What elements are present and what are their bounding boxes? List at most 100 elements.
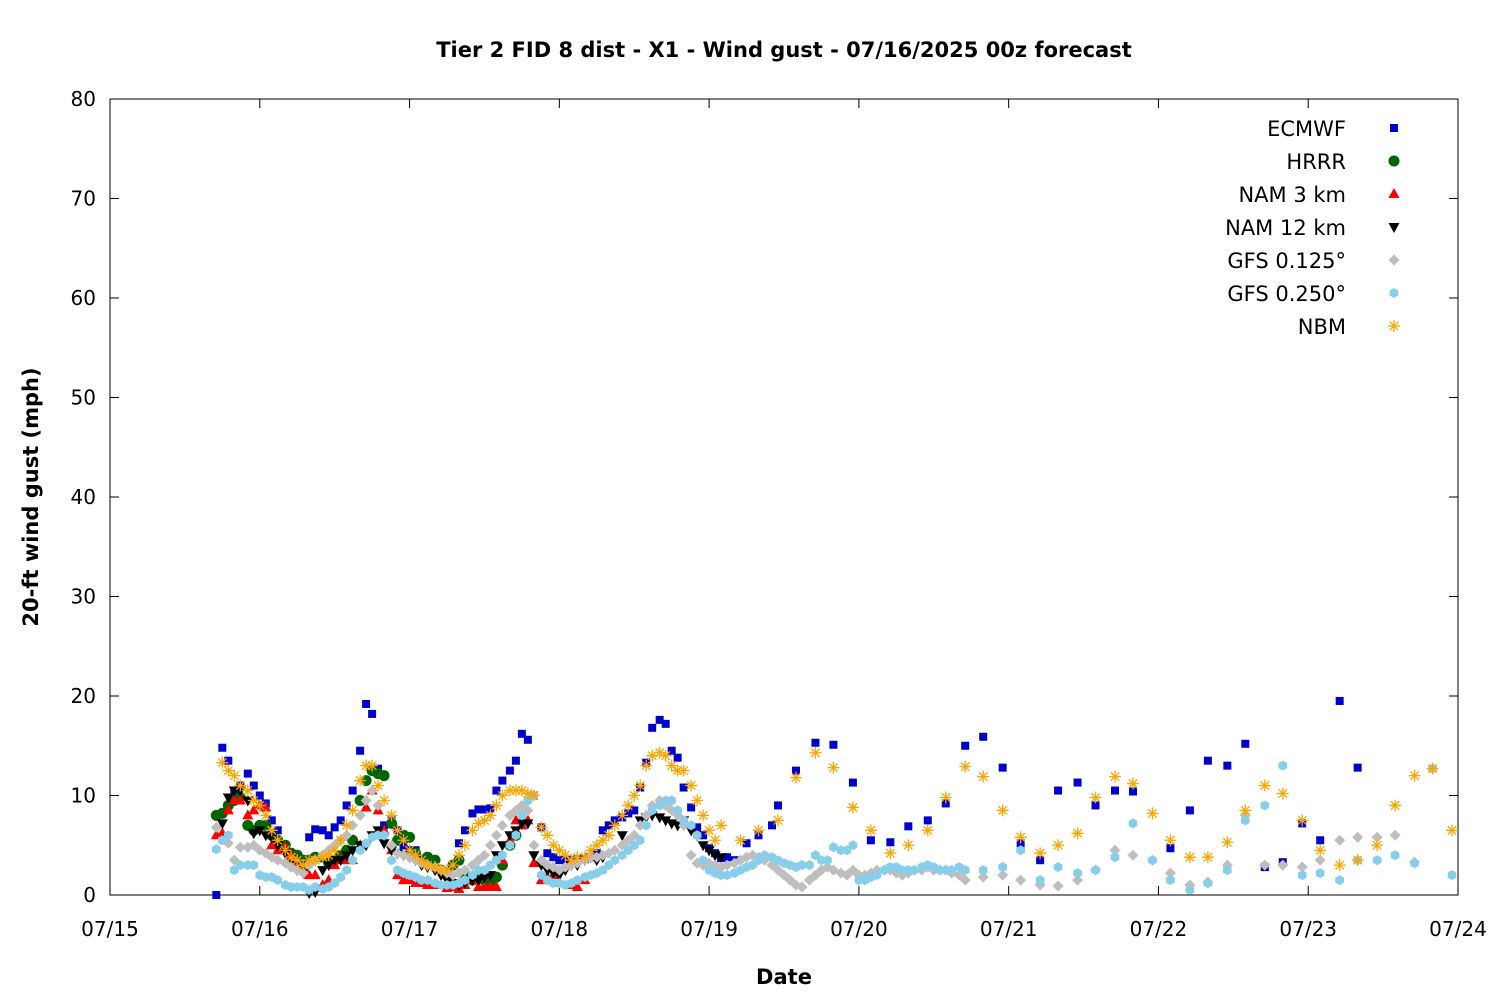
x-axis-title: Date bbox=[756, 965, 812, 989]
data-point bbox=[679, 783, 688, 792]
data-point bbox=[640, 759, 653, 772]
data-point bbox=[703, 824, 716, 837]
data-point bbox=[923, 816, 932, 825]
data-point bbox=[341, 829, 353, 841]
data-point bbox=[829, 842, 838, 853]
data-point bbox=[259, 809, 272, 822]
data-point bbox=[378, 839, 390, 850]
data-point bbox=[346, 804, 359, 817]
data-point bbox=[1203, 756, 1212, 765]
data-point bbox=[484, 839, 496, 851]
data-point bbox=[368, 709, 377, 718]
legend-marker bbox=[1388, 320, 1400, 332]
data-point bbox=[1072, 874, 1084, 886]
data-point bbox=[1426, 762, 1439, 775]
data-point bbox=[1089, 791, 1102, 804]
data-point bbox=[1016, 845, 1025, 856]
data-point bbox=[1239, 804, 1252, 817]
data-point bbox=[829, 740, 838, 749]
data-point bbox=[361, 838, 371, 849]
data-point bbox=[628, 789, 641, 802]
data-point bbox=[322, 849, 335, 862]
legend-marker bbox=[1390, 124, 1398, 132]
y-tick-label: 50 bbox=[71, 386, 96, 410]
data-point bbox=[241, 784, 254, 797]
data-point bbox=[517, 810, 527, 821]
series-nbm bbox=[216, 746, 1459, 877]
data-point bbox=[977, 871, 989, 883]
y-axis-title: 20-ft wind gust (mph) bbox=[19, 367, 43, 626]
data-point bbox=[311, 825, 320, 834]
data-point bbox=[997, 869, 1009, 881]
data-point bbox=[978, 865, 988, 876]
data-point bbox=[1259, 859, 1271, 871]
legend-label: GFS 0.125° bbox=[1227, 249, 1346, 273]
data-point bbox=[372, 779, 385, 792]
data-point bbox=[609, 844, 621, 856]
data-point bbox=[452, 849, 465, 862]
data-point bbox=[610, 855, 620, 866]
data-point bbox=[386, 817, 398, 829]
data-point bbox=[823, 855, 832, 866]
data-point bbox=[1260, 800, 1270, 811]
data-point bbox=[486, 804, 495, 813]
data-point bbox=[243, 769, 252, 778]
data-point bbox=[565, 854, 578, 867]
data-point bbox=[584, 844, 597, 857]
data-point bbox=[249, 860, 259, 871]
data-point bbox=[273, 875, 283, 886]
data-point bbox=[1071, 827, 1084, 840]
data-point bbox=[722, 870, 732, 881]
data-point bbox=[921, 824, 934, 837]
data-point bbox=[515, 784, 528, 797]
data-point bbox=[697, 809, 710, 822]
data-point bbox=[378, 794, 391, 807]
data-point bbox=[379, 830, 389, 841]
data-point bbox=[212, 844, 221, 855]
data-point bbox=[772, 814, 785, 827]
data-point bbox=[698, 855, 708, 866]
data-point bbox=[864, 824, 877, 837]
data-point bbox=[517, 729, 526, 738]
data-point bbox=[1241, 815, 1250, 826]
data-point bbox=[330, 823, 339, 832]
data-point bbox=[1166, 875, 1175, 886]
data-point bbox=[323, 861, 335, 872]
data-point bbox=[653, 746, 666, 759]
data-point bbox=[335, 856, 347, 867]
data-point bbox=[415, 854, 428, 867]
data-point bbox=[872, 870, 882, 881]
data-point bbox=[797, 860, 807, 871]
data-point bbox=[347, 846, 359, 857]
data-point bbox=[535, 821, 548, 834]
data-point bbox=[1278, 760, 1288, 771]
data-point bbox=[677, 764, 690, 777]
data-point bbox=[646, 749, 659, 762]
x-tick-label: 07/20 bbox=[830, 917, 888, 941]
data-point bbox=[342, 865, 351, 876]
data-point bbox=[691, 794, 704, 807]
data-point bbox=[1034, 847, 1047, 860]
data-point bbox=[673, 805, 682, 816]
data-point bbox=[1111, 786, 1120, 795]
data-point bbox=[334, 834, 347, 847]
data-point bbox=[342, 801, 351, 810]
data-point bbox=[608, 819, 621, 832]
data-point bbox=[616, 831, 628, 842]
data-point bbox=[460, 826, 469, 835]
data-point bbox=[1335, 875, 1344, 886]
data-point bbox=[543, 849, 552, 858]
data-point bbox=[528, 851, 540, 862]
data-point bbox=[1126, 777, 1139, 790]
data-point bbox=[715, 819, 728, 832]
data-point bbox=[348, 786, 357, 795]
x-tick-label: 07/19 bbox=[680, 917, 738, 941]
data-point bbox=[1277, 859, 1289, 871]
data-point bbox=[1371, 831, 1383, 843]
data-point bbox=[522, 819, 534, 830]
data-point bbox=[466, 824, 479, 837]
data-point bbox=[348, 855, 357, 866]
data-point bbox=[1185, 806, 1194, 815]
data-point bbox=[454, 839, 463, 848]
data-point bbox=[429, 861, 442, 874]
